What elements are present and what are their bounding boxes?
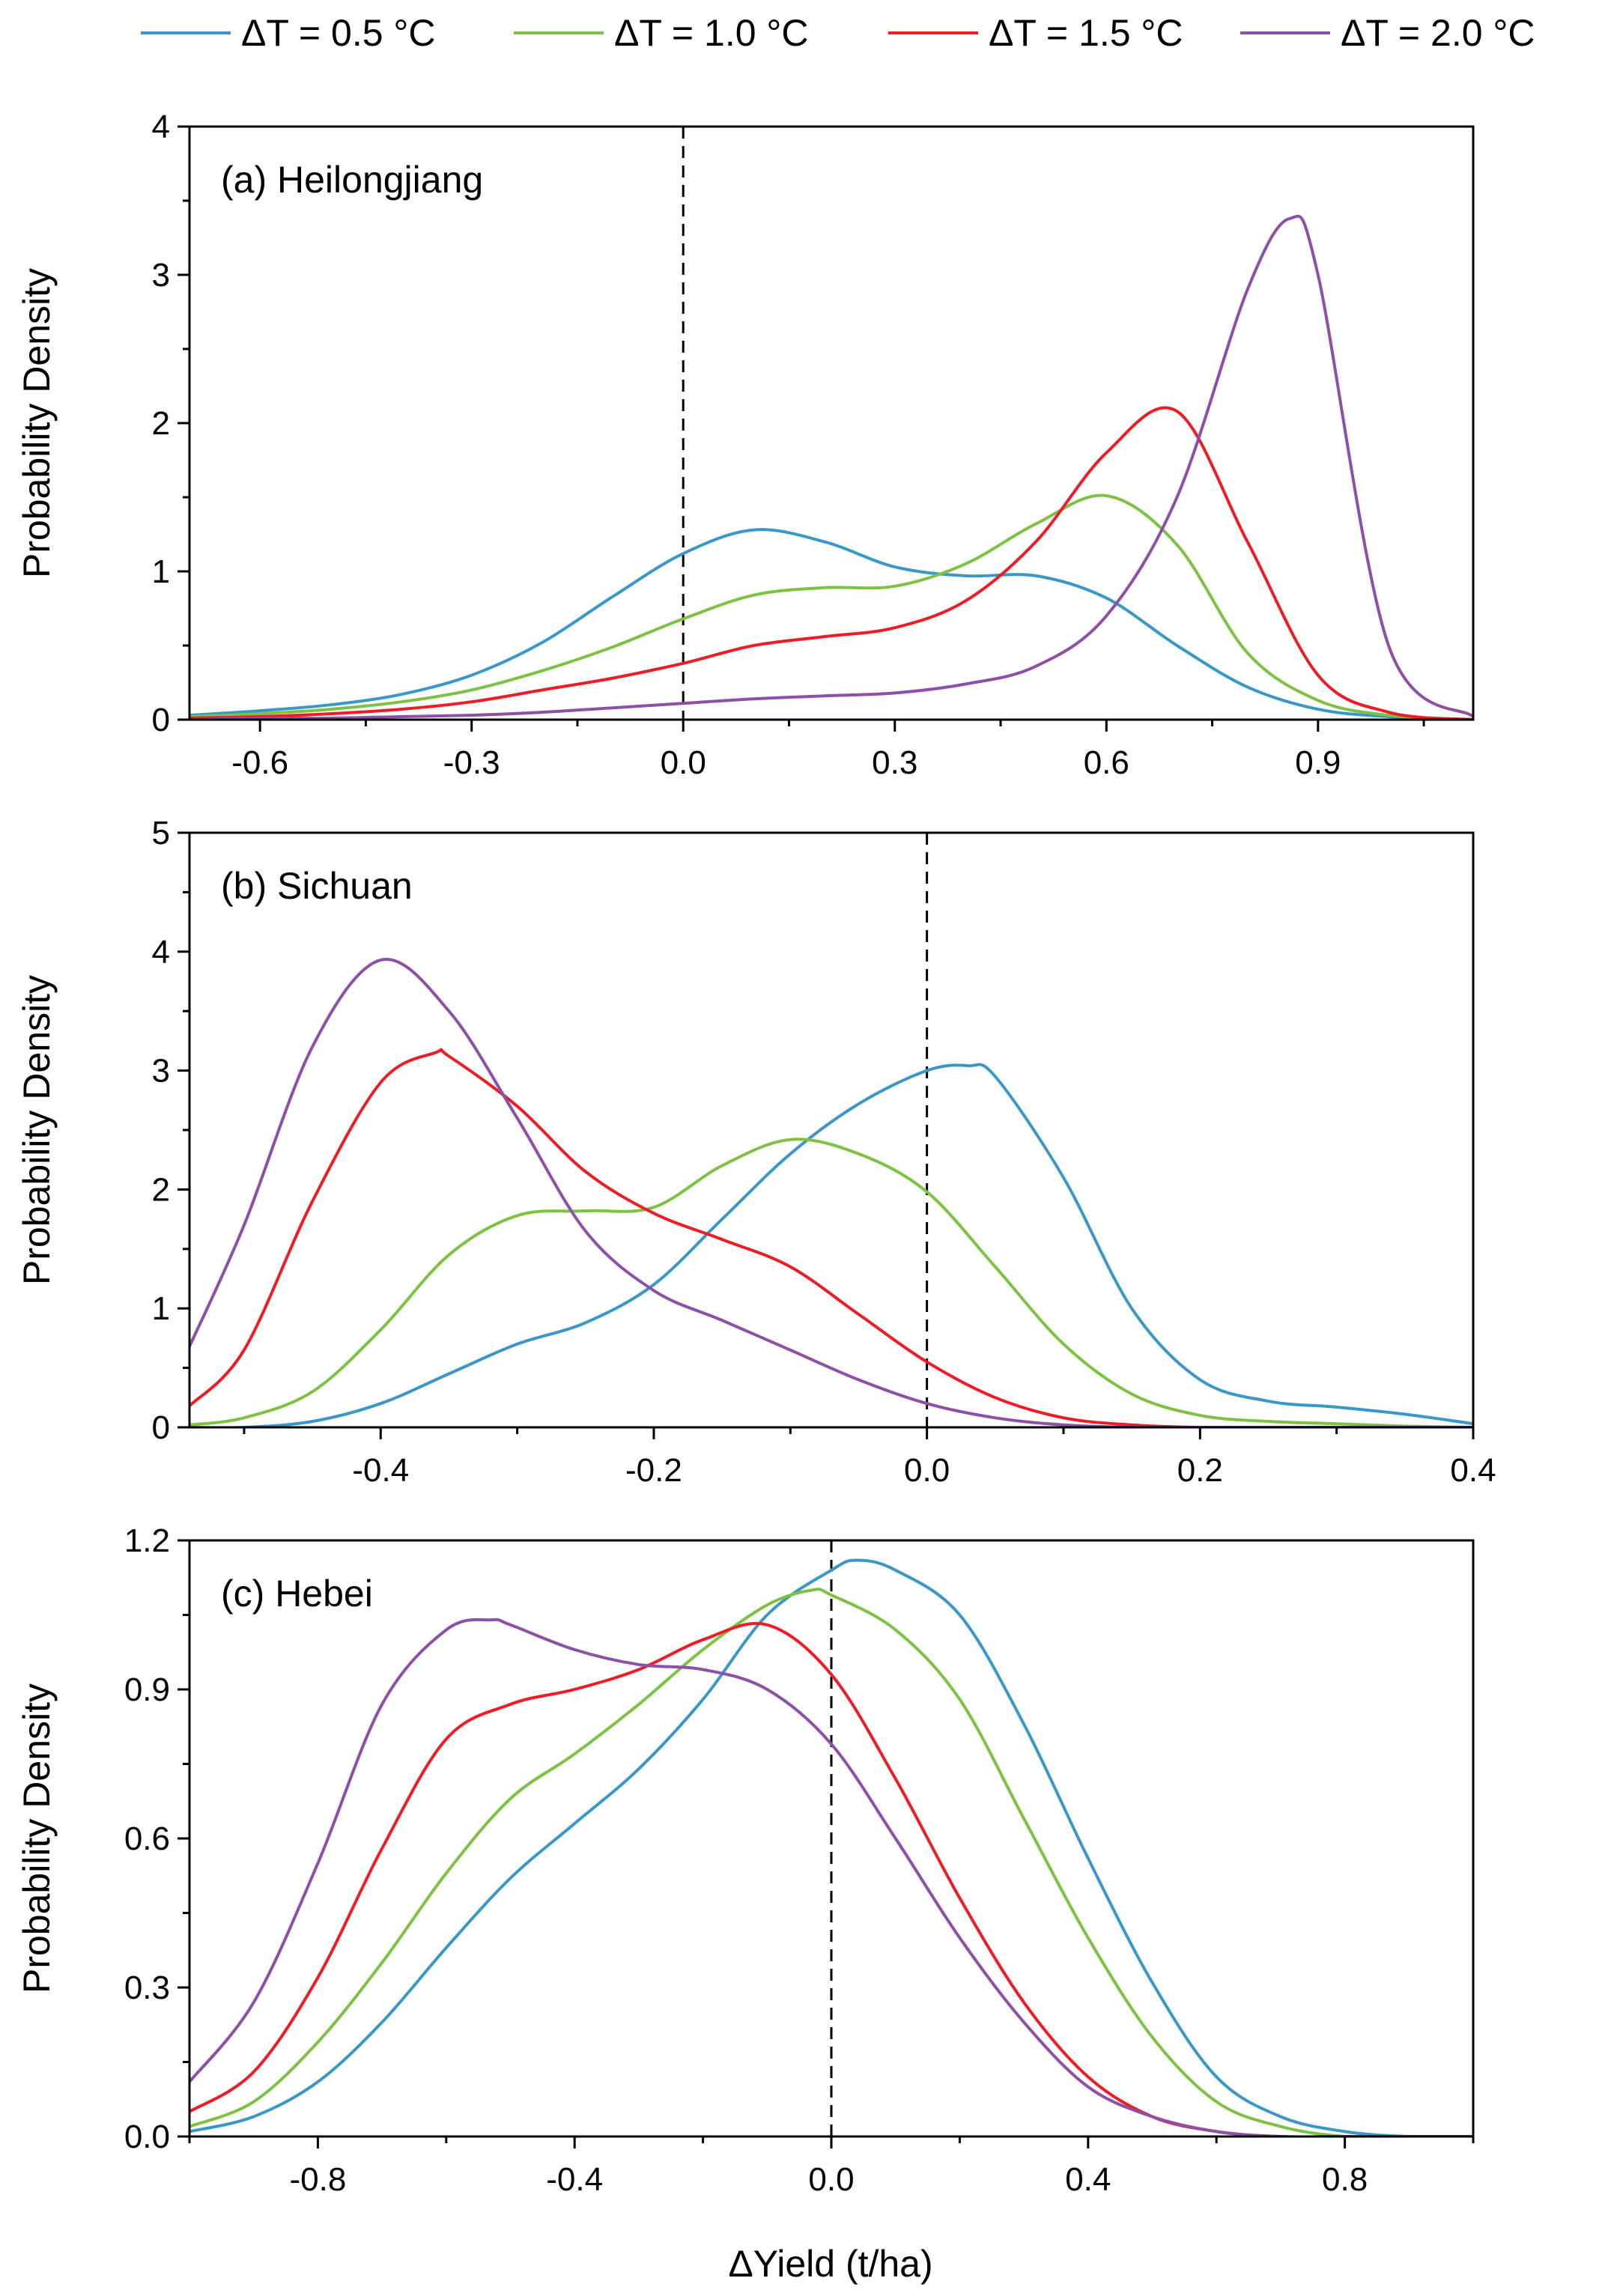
chart-panel: -0.4 -0.2 0.0 0.2 0.4 0 1 2 3 4 5 Probability Densi… xyxy=(16,815,1496,1489)
legend-item: ΔT = 2.0 °C xyxy=(1240,12,1535,54)
x-tick-label: 0.6 xyxy=(1084,744,1129,781)
series-group xyxy=(189,1558,1473,2136)
series-group xyxy=(189,957,1473,1427)
y-tick-label: 0.3 xyxy=(124,1969,170,2006)
series-group xyxy=(189,214,1473,720)
panel-title: (b) Sichuan xyxy=(221,865,413,907)
x-tick-label: 0.8 xyxy=(1322,2161,1368,2198)
x-tick-label: 0.0 xyxy=(904,1452,950,1489)
series-line xyxy=(189,1618,1473,2136)
x-tick-label: -0.8 xyxy=(289,2161,346,2198)
y-tick-label: 5 xyxy=(152,815,170,851)
y-axis-label: Probability Density xyxy=(16,975,58,1285)
legend: ΔT = 0.5 °C ΔT = 1.0 °C ΔT = 1.5 °C ΔT = 2.… xyxy=(141,12,1535,54)
series-line xyxy=(189,1048,1473,1427)
legend-item: ΔT = 1.5 °C xyxy=(888,12,1183,54)
x-tick-label: 0.4 xyxy=(1065,2161,1111,2198)
legend-label: ΔT = 2.0 °C xyxy=(1341,12,1535,54)
series-line xyxy=(189,493,1473,720)
series-line xyxy=(189,528,1473,720)
y-tick-label: 2 xyxy=(152,1171,170,1208)
legend-label: ΔT = 0.5 °C xyxy=(241,12,436,54)
series-line xyxy=(189,1063,1473,1427)
panel-title: (a) Heilongjiang xyxy=(221,159,483,201)
series-line xyxy=(189,214,1473,720)
y-tick-label: 0.9 xyxy=(124,1671,170,1708)
series-line xyxy=(189,1138,1473,1427)
panel-title: (c) Hebei xyxy=(221,1573,373,1615)
y-tick-label: 3 xyxy=(152,257,170,294)
chart-panel: -0.6 -0.3 0.0 0.3 0.6 0.9 0 1 2 3 4 Probability Den… xyxy=(16,109,1475,781)
y-tick-label: 0.0 xyxy=(124,2119,170,2155)
y-tick-label: 2 xyxy=(152,405,170,442)
x-tick-label: -0.6 xyxy=(231,744,288,781)
x-tick-label: 0.9 xyxy=(1295,744,1341,781)
legend-label: ΔT = 1.0 °C xyxy=(614,12,809,54)
series-line xyxy=(189,957,1473,1427)
y-tick-label: 4 xyxy=(152,109,170,145)
y-tick-label: 4 xyxy=(152,934,170,971)
x-tick-label: 0.0 xyxy=(808,2161,854,2198)
y-axis-label: Probability Density xyxy=(16,1683,58,1993)
x-tick-label: 0.3 xyxy=(872,744,917,781)
panels: -0.6 -0.3 0.0 0.3 0.6 0.9 0 1 2 3 4 Probability Den… xyxy=(16,109,1496,2198)
x-axis-label: ΔYield (t/ha) xyxy=(728,2243,932,2285)
plot-frame xyxy=(188,125,1475,721)
y-tick-label: 0.6 xyxy=(124,1820,170,1857)
legend-item: ΔT = 1.0 °C xyxy=(514,12,809,54)
y-tick-label: 3 xyxy=(152,1053,170,1090)
chart-panel: -0.8 -0.4 0.0 0.4 0.8 0.0 0.3 0.6 0.9 1.2 Probabil… xyxy=(16,1522,1475,2198)
x-tick-label: -0.3 xyxy=(443,744,500,781)
legend-label: ΔT = 1.5 °C xyxy=(989,12,1183,54)
series-line xyxy=(189,1588,1473,2136)
y-tick-label: 0 xyxy=(152,1409,170,1446)
x-tick-label: 0.4 xyxy=(1450,1452,1496,1489)
x-tick-label: -0.4 xyxy=(352,1452,409,1489)
y-tick-label: 1.2 xyxy=(124,1522,170,1559)
x-tick-label: 0.2 xyxy=(1177,1452,1223,1489)
legend-item: ΔT = 0.5 °C xyxy=(141,12,436,54)
plot-frame xyxy=(188,831,1475,1429)
y-tick-label: 0 xyxy=(152,702,170,738)
x-tick-label: 0.0 xyxy=(661,744,706,781)
series-line xyxy=(189,1558,1473,2136)
y-tick-label: 1 xyxy=(152,1290,170,1327)
y-tick-label: 1 xyxy=(152,553,170,590)
x-tick-label: -0.2 xyxy=(625,1452,682,1489)
x-tick-label: -0.4 xyxy=(546,2161,603,2198)
series-line xyxy=(189,406,1473,720)
y-axis-label: Probability Density xyxy=(16,268,58,578)
